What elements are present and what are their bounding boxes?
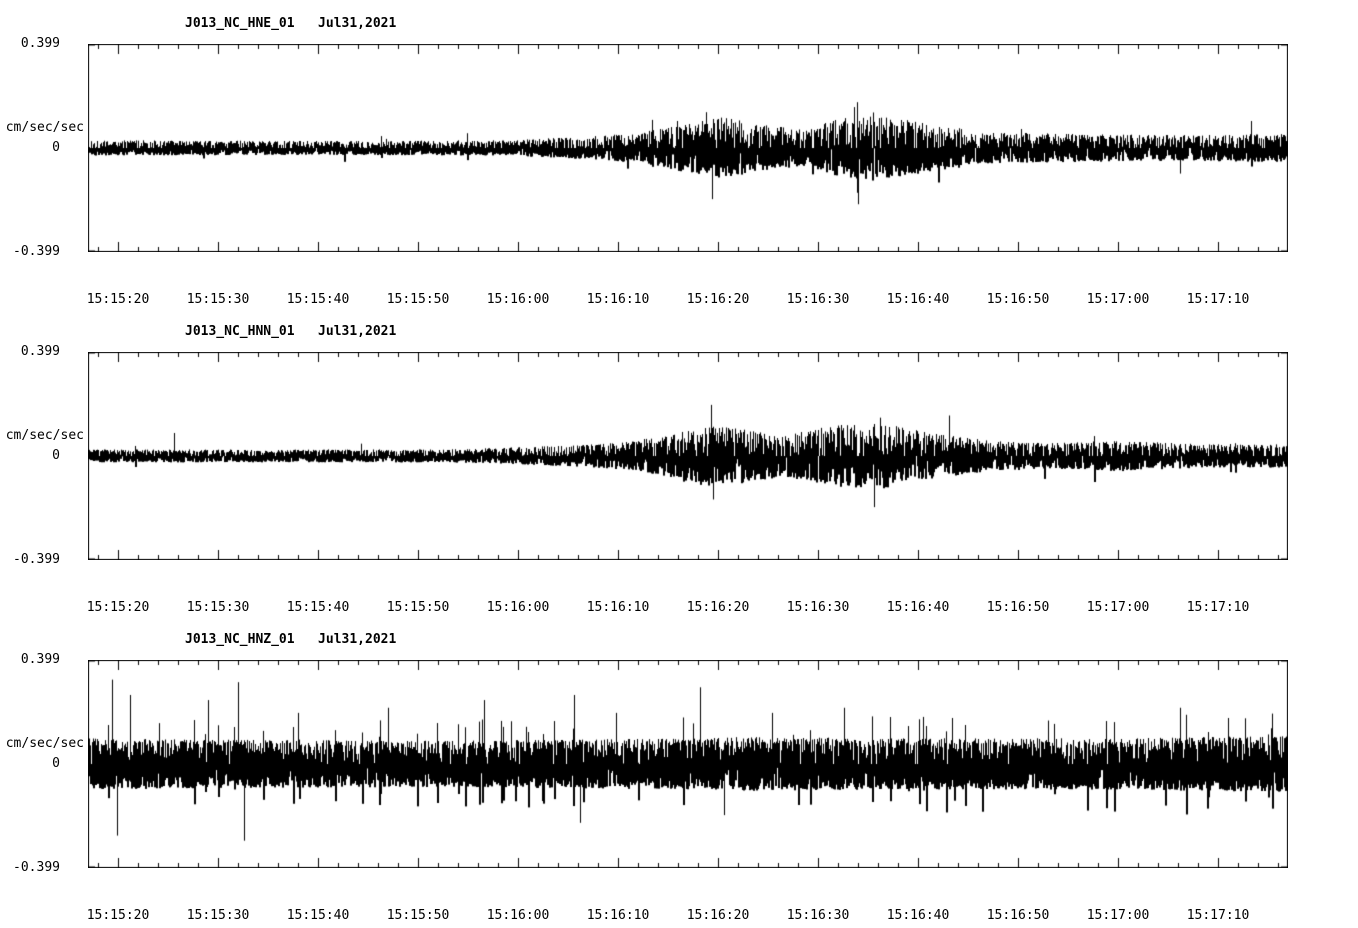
y-axis-max-label: 0.399	[20, 344, 60, 359]
waveform-canvas	[88, 44, 1288, 252]
y-axis: 0.399 cm/sec/sec 0 -0.399	[0, 344, 88, 567]
y-axis-max-label: 0.399	[20, 36, 60, 51]
x-tick-label: 15:16:20	[686, 292, 750, 307]
waveform-panel-hne: J013_NC_HNE_01 Jul31,2021 0.399 cm/sec/s…	[0, 8, 1358, 307]
seismogram-page: J013_NC_HNE_01 Jul31,2021 0.399 cm/sec/s…	[0, 8, 1358, 923]
waveform-canvas	[88, 352, 1288, 560]
x-tick-label: 15:15:40	[286, 600, 350, 615]
waveform-panel-hnz: J013_NC_HNZ_01 Jul31,2021 0.399 cm/sec/s…	[0, 624, 1358, 923]
x-axis-labels: 15:15:20 15:15:30 15:15:40 15:15:50 15:16:00…	[86, 908, 1288, 928]
x-tick-label: 15:15:20	[86, 600, 150, 615]
waveform-panel-hnn: J013_NC_HNN_01 Jul31,2021 0.399 cm/sec/s…	[0, 316, 1358, 615]
x-tick-label: 15:16:20	[686, 600, 750, 615]
x-axis-labels: 15:15:20 15:15:30 15:15:40 15:15:50 15:16:00…	[86, 292, 1288, 312]
y-axis-min-label: -0.399	[13, 552, 60, 567]
y-axis: 0.399 cm/sec/sec 0 -0.399	[0, 652, 88, 875]
x-tick-label: 15:16:40	[886, 292, 950, 307]
x-tick-label: 15:17:00	[1086, 908, 1150, 923]
plot-title: J013_NC_HNN_01 Jul31,2021	[185, 324, 397, 339]
x-tick-label: 15:16:30	[786, 908, 850, 923]
x-tick-label: 15:16:00	[486, 908, 550, 923]
plot-title: J013_NC_HNE_01 Jul31,2021	[185, 16, 397, 31]
y-axis-max-label: 0.399	[20, 652, 60, 667]
x-tick-label: 15:17:00	[1086, 600, 1150, 615]
x-tick-label: 15:16:40	[886, 908, 950, 923]
plot-title: J013_NC_HNZ_01 Jul31,2021	[185, 632, 397, 647]
x-tick-label: 15:17:10	[1186, 908, 1250, 923]
y-axis-unit-label: cm/sec/sec	[5, 120, 84, 135]
x-tick-label: 15:16:20	[686, 908, 750, 923]
x-tick-label: 15:16:10	[586, 600, 650, 615]
x-tick-label: 15:15:20	[86, 292, 150, 307]
y-axis-zero-label: 0	[52, 756, 60, 771]
plot-area: 0.399 cm/sec/sec 0 -0.399 15:15:20 15:15:…	[0, 344, 1358, 615]
x-axis-labels: 15:15:20 15:15:30 15:15:40 15:15:50 15:16:00…	[86, 600, 1288, 620]
x-tick-label: 15:17:00	[1086, 292, 1150, 307]
y-axis-zero-label: 0	[52, 448, 60, 463]
x-tick-label: 15:16:40	[886, 600, 950, 615]
y-axis-zero-label: 0	[52, 140, 60, 155]
x-tick-label: 15:15:40	[286, 908, 350, 923]
x-tick-label: 15:17:10	[1186, 600, 1250, 615]
plot-area: 0.399 cm/sec/sec 0 -0.399 15:15:20 15:15:…	[0, 652, 1358, 923]
x-tick-label: 15:17:10	[1186, 292, 1250, 307]
x-tick-label: 15:15:30	[186, 908, 250, 923]
x-tick-label: 15:15:50	[386, 908, 450, 923]
plot-area: 0.399 cm/sec/sec 0 -0.399 15:15:20 15:15:…	[0, 36, 1358, 307]
y-axis-unit-label: cm/sec/sec	[5, 428, 84, 443]
x-tick-label: 15:15:30	[186, 600, 250, 615]
x-tick-label: 15:15:20	[86, 908, 150, 923]
x-tick-label: 15:16:10	[586, 292, 650, 307]
waveform-canvas	[88, 660, 1288, 868]
x-tick-label: 15:16:30	[786, 292, 850, 307]
x-tick-label: 15:16:50	[986, 292, 1050, 307]
x-tick-label: 15:15:40	[286, 292, 350, 307]
x-tick-label: 15:16:50	[986, 600, 1050, 615]
x-tick-label: 15:16:00	[486, 600, 550, 615]
x-tick-label: 15:15:30	[186, 292, 250, 307]
x-tick-label: 15:16:00	[486, 292, 550, 307]
x-tick-label: 15:16:30	[786, 600, 850, 615]
x-tick-label: 15:16:10	[586, 908, 650, 923]
y-axis: 0.399 cm/sec/sec 0 -0.399	[0, 36, 88, 259]
x-tick-label: 15:15:50	[386, 600, 450, 615]
x-tick-label: 15:16:50	[986, 908, 1050, 923]
x-tick-label: 15:15:50	[386, 292, 450, 307]
y-axis-min-label: -0.399	[13, 860, 60, 875]
y-axis-unit-label: cm/sec/sec	[5, 736, 84, 751]
y-axis-min-label: -0.399	[13, 244, 60, 259]
